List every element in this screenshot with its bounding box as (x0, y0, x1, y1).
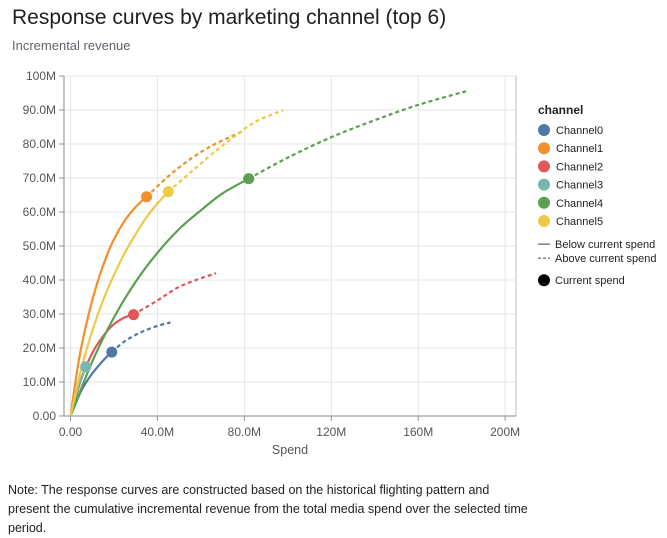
x-tick-label: 160M (403, 425, 433, 439)
axes: 0.00 10.0M 20.0M 30.0M 40.0M 50.0M 60.0M 70.0M 8… (23, 69, 521, 457)
series-lines (69, 90, 467, 417)
legend-swatch (538, 215, 550, 227)
series-line-below (69, 195, 148, 417)
legend-point-swatch (538, 274, 550, 287)
y-tick-label: 30.0M (23, 307, 56, 321)
current-spend-point (162, 186, 174, 198)
series-line-above (167, 108, 284, 193)
response-curves-chart: 0.00 10.0M 20.0M 30.0M 40.0M 50.0M 60.0M 70.0M 8… (23, 69, 657, 457)
x-tick-label: 0.00 (59, 425, 83, 439)
x-tick-label: 200M (490, 425, 520, 439)
x-tick-label: 80.0M (228, 425, 261, 439)
y-tick-label: 100M (26, 69, 56, 83)
x-tick-label: 120M (316, 425, 346, 439)
y-tick-label: 80.0M (23, 137, 56, 151)
legend-swatch (538, 178, 550, 191)
y-tick-label: 0.00 (33, 409, 57, 423)
series-line-above (248, 90, 467, 180)
series-line-below (69, 177, 250, 417)
chart-subtitle: Incremental revenue (12, 38, 131, 53)
y-tick-label: 60.0M (23, 205, 56, 219)
y-tick-label: 50.0M (23, 239, 56, 253)
current-spend-point (141, 191, 153, 203)
legend-swatch (538, 142, 550, 155)
legend-label: Channel0 (556, 125, 603, 137)
legend-label: Channel1 (556, 143, 603, 155)
legend-point-label: Current spend (555, 275, 625, 287)
series-line-below (69, 313, 134, 417)
y-tick-label: 20.0M (23, 341, 56, 355)
legend-label: Channel4 (556, 198, 603, 210)
current-spend-points (80, 173, 255, 373)
legend-swatch (538, 196, 550, 209)
footnote: Note: The response curves are constructe… (8, 483, 528, 535)
legend-swatch (538, 124, 550, 136)
legend-swatch (538, 160, 550, 173)
y-tick-label: 40.0M (23, 273, 56, 287)
legend-line-label: Below current spend (555, 239, 655, 251)
y-tick-label: 10.0M (23, 375, 56, 389)
x-axis-title: Spend (272, 443, 308, 457)
legend: channel Channel0 Channel1 Channel2 Channel3 C… (538, 103, 657, 287)
current-spend-point (106, 346, 118, 358)
legend-line-label: Above current spend (555, 253, 657, 265)
y-tick-label: 90.0M (23, 103, 56, 117)
current-spend-point (80, 361, 92, 373)
series-line-above (132, 272, 217, 316)
y-tick-label: 70.0M (23, 171, 56, 185)
x-tick-label: 40.0M (141, 425, 174, 439)
legend-label: Channel5 (556, 216, 603, 228)
current-spend-point (128, 309, 140, 321)
series-line-above (111, 321, 171, 353)
legend-label: Channel2 (556, 161, 603, 173)
series-line-below (69, 190, 170, 417)
grid-lines (63, 75, 517, 417)
current-spend-point (243, 173, 255, 185)
legend-title: channel (538, 103, 583, 117)
chart-title: Response curves by marketing channel (to… (12, 6, 447, 29)
legend-label: Channel3 (556, 180, 603, 192)
